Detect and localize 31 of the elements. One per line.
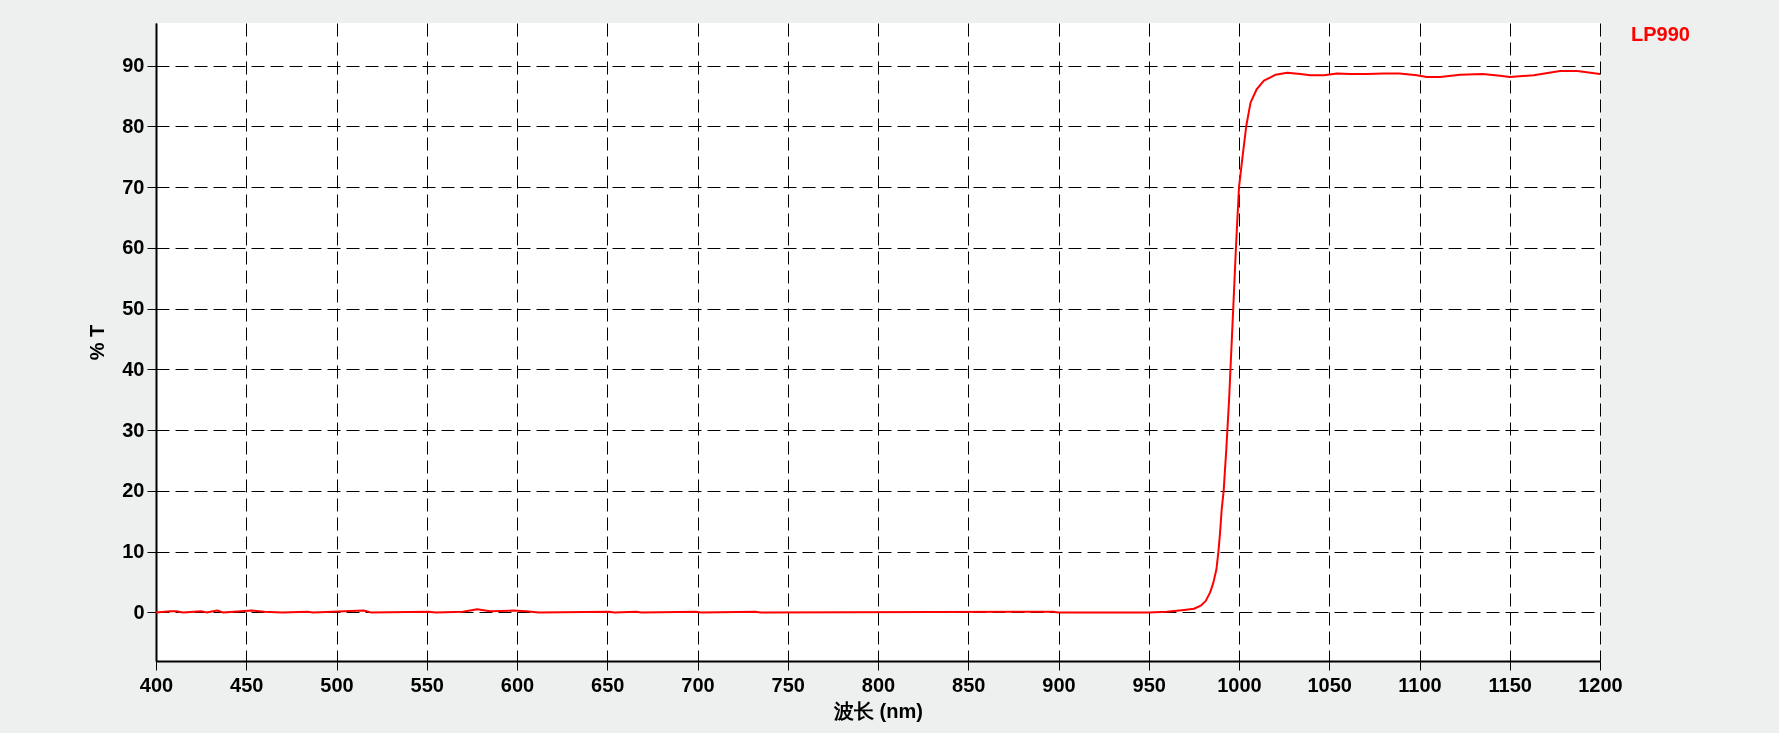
y-tick-label: 70 <box>122 175 145 198</box>
x-tick-label: 900 <box>1042 673 1076 696</box>
y-tick-label: 80 <box>122 114 145 137</box>
y-tick-label: 60 <box>122 236 145 259</box>
x-tick-label: 400 <box>139 673 174 696</box>
y-tick-label: 30 <box>122 418 145 441</box>
x-tick-label: 950 <box>1132 673 1166 696</box>
x-tick-label: 1050 <box>1307 673 1352 696</box>
x-tick-label: 700 <box>681 673 715 696</box>
x-tick-label: 650 <box>591 673 625 696</box>
y-tick-label: 10 <box>122 540 145 563</box>
y-tick-label: 20 <box>122 479 145 502</box>
y-tick-label: 50 <box>122 297 145 320</box>
x-tick-label: 1150 <box>1488 673 1532 696</box>
y-tick-label: 40 <box>122 357 145 380</box>
line-series <box>156 70 1600 614</box>
x-tick-label: 450 <box>230 673 264 696</box>
x-tick-label: 500 <box>320 673 354 696</box>
text: LP990 <box>1631 23 1690 45</box>
x-tick-label: 1200 <box>1578 673 1623 696</box>
x-tick-label: 750 <box>771 673 805 696</box>
x-tick-label: 1000 <box>1217 673 1262 696</box>
x-tick-label: 850 <box>952 673 986 696</box>
x-tick-label: 1100 <box>1398 673 1442 696</box>
x-tick-label: 800 <box>861 673 896 696</box>
x-axis-title: 波长 (nm) <box>833 699 923 722</box>
y-axis-title: % T <box>86 324 109 361</box>
y-tick-label: 0 <box>133 600 145 623</box>
y-tick-label: 90 <box>122 54 145 77</box>
x-tick-label: 600 <box>500 673 535 696</box>
x-tick-label: 550 <box>410 673 444 696</box>
